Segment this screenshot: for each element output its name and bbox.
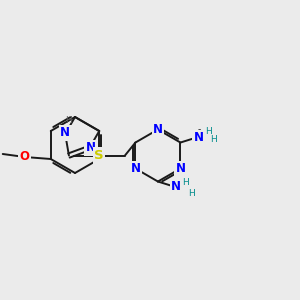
Text: N: N — [194, 131, 203, 144]
Text: O: O — [20, 151, 30, 164]
Text: N: N — [130, 162, 140, 175]
Text: -: - — [198, 125, 201, 134]
Text: H: H — [182, 178, 189, 187]
Text: N: N — [171, 180, 181, 193]
Text: N: N — [85, 142, 95, 154]
Text: N: N — [176, 162, 185, 175]
Text: H: H — [205, 127, 212, 136]
Text: H: H — [65, 116, 72, 125]
Text: N: N — [153, 123, 163, 136]
Text: S: S — [94, 149, 104, 162]
Text: H: H — [210, 135, 217, 144]
Text: H: H — [188, 189, 195, 198]
Text: N: N — [60, 127, 70, 140]
